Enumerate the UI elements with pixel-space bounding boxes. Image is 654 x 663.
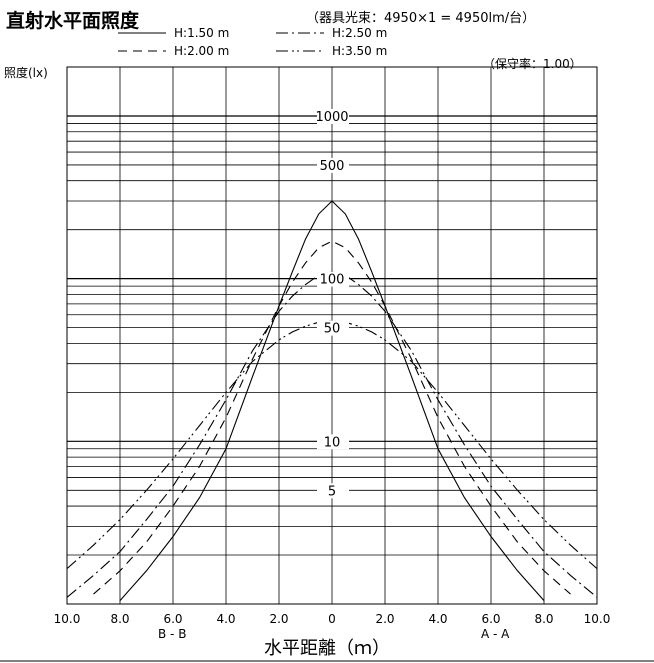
legend-label: H:3.50 m	[332, 44, 387, 58]
legend-label: H:2.50 m	[332, 26, 387, 40]
y-tick-label-bg	[317, 483, 349, 499]
legend-label: H:2.00 m	[174, 44, 229, 58]
series-line	[119, 200, 545, 601]
x-tick-labels: 10.0 8.0 6.0 4.0 2.0 0 2.0 4.0 6.0 8.0 10.0	[54, 612, 611, 626]
legend-label: H:1.50 m	[174, 26, 229, 40]
x-tick-label: 4.0	[216, 612, 235, 626]
y-tick-label: 500	[320, 159, 345, 174]
y-tick-label: 100	[320, 273, 345, 288]
x-tick-label: 2.0	[375, 612, 394, 626]
y-tick-label-bg	[317, 434, 349, 450]
chart-title: 直射水平面照度	[6, 9, 140, 32]
series-line	[66, 320, 598, 570]
y-tick-label-bg	[317, 271, 349, 287]
y-tick-label: 1000	[315, 110, 348, 125]
series-line	[93, 240, 571, 595]
y-tick-label: 5	[328, 484, 336, 499]
y-tick-label-bg	[317, 108, 349, 124]
x-tick-label: 0	[328, 612, 336, 626]
x-tick-label: 2.0	[269, 612, 288, 626]
x-tick-label: 8.0	[534, 612, 553, 626]
y-tick-label: 10	[324, 435, 341, 450]
x-right-section-label: A - A	[481, 627, 510, 641]
y-tick-labels: 1000 500 100 50 10 5	[315, 108, 349, 499]
y-axis-label: 照度(lx)	[4, 65, 48, 80]
x-axis-label: 水平距離（ｍ）	[264, 638, 390, 659]
chart-subtitle: （器具光束：4950×1 = 4950lm/台）	[306, 11, 535, 26]
x-tick-label: 10.0	[584, 612, 611, 626]
x-left-section-label: B - B	[158, 627, 186, 641]
legend: H:1.50 m H:2.00 m H:2.50 m H:3.50 m	[118, 26, 387, 58]
y-tick-label-bg	[317, 157, 349, 173]
y-tick-label-bg	[317, 320, 349, 336]
x-tick-label: 4.0	[428, 612, 447, 626]
y-tick-label: 50	[324, 322, 341, 337]
x-tick-label: 8.0	[110, 612, 129, 626]
maintenance-factor: （保守率：1.00）	[483, 56, 582, 71]
x-tick-label: 10.0	[54, 612, 81, 626]
x-tick-label: 6.0	[163, 612, 182, 626]
x-tick-label: 6.0	[481, 612, 500, 626]
